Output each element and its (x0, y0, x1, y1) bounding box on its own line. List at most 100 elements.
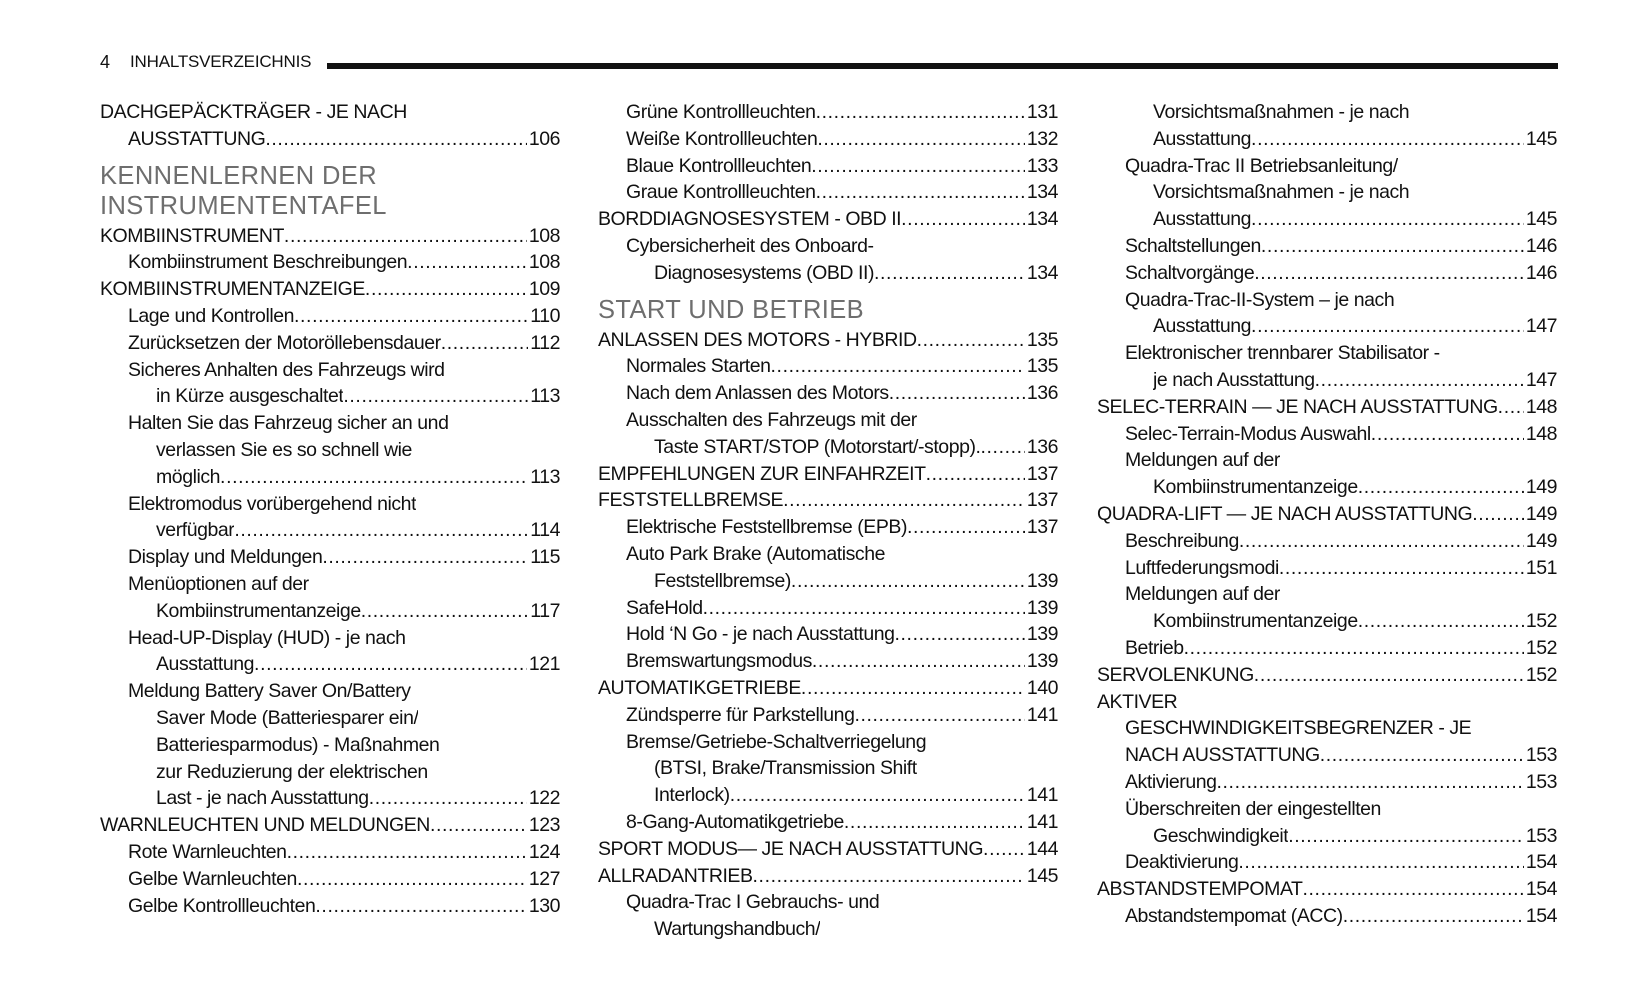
toc-entry[interactable]: Grüne Kontrollleuchten 131 (598, 99, 1058, 126)
toc-entry[interactable]: EMPFEHLUNGEN ZUR EINFAHRZEIT 137 (598, 461, 1058, 488)
toc-entry[interactable]: ABSTANDSTEMPOMAT 154 (1097, 876, 1557, 903)
entry-page-number[interactable]: 132 (1026, 127, 1059, 150)
toc-entry[interactable]: Geschwindigkeit 153 (1097, 823, 1557, 850)
entry-page-number[interactable]: 113 (530, 385, 560, 408)
entry-page-number[interactable]: 141 (1026, 810, 1059, 833)
toc-entry[interactable]: AUSSTATTUNG 106 (100, 126, 560, 153)
entry-page-number[interactable]: 121 (528, 653, 561, 676)
toc-entry[interactable]: Kombiinstrumentanzeige 149 (1097, 474, 1557, 501)
entry-page-number[interactable]: 108 (528, 251, 561, 274)
toc-entry[interactable]: Aktivierung 153 (1097, 769, 1557, 796)
entry-page-number[interactable]: 110 (530, 304, 560, 327)
entry-page-number[interactable]: 153 (1525, 770, 1558, 793)
toc-entry[interactable]: Ausstattung 145 (1097, 206, 1557, 233)
toc-entry[interactable]: KOMBIINSTRUMENTANZEIGE 109 (100, 276, 560, 303)
entry-page-number[interactable]: 154 (1525, 904, 1558, 927)
entry-page-number[interactable]: 146 (1525, 234, 1558, 257)
toc-entry[interactable]: AUTOMATIKGETRIEBE 140 (598, 675, 1058, 702)
toc-entry[interactable]: in Kürze ausgeschaltet 113 (100, 383, 560, 410)
entry-page-number[interactable]: 146 (1525, 261, 1558, 284)
entry-page-number[interactable]: 144 (1026, 837, 1059, 860)
toc-entry[interactable]: KOMBIINSTRUMENT 108 (100, 223, 560, 250)
toc-entry[interactable]: je nach Ausstattung 147 (1097, 367, 1557, 394)
toc-entry[interactable]: QUADRA-LIFT — JE NACH AUSSTATTUNG 149 (1097, 501, 1557, 528)
toc-entry[interactable]: SELEC-TERRAIN — JE NACH AUSSTATTUNG 148 (1097, 394, 1557, 421)
toc-entry[interactable]: SafeHold 139 (598, 595, 1058, 622)
entry-page-number[interactable]: 147 (1525, 315, 1558, 338)
entry-page-number[interactable]: 109 (528, 278, 561, 301)
entry-page-number[interactable]: 115 (530, 546, 560, 569)
entry-page-number[interactable]: 133 (1026, 154, 1059, 177)
entry-page-number[interactable]: 153 (1525, 744, 1558, 767)
toc-entry[interactable]: Luftfederungsmodi 151 (1097, 555, 1557, 582)
toc-entry[interactable]: Hold ‘N Go - je nach Ausstattung 139 (598, 621, 1058, 648)
toc-entry[interactable]: 8-Gang-Automatikgetriebe 141 (598, 809, 1058, 836)
entry-page-number[interactable]: 152 (1525, 636, 1558, 659)
entry-page-number[interactable]: 108 (528, 224, 561, 247)
toc-entry[interactable]: Gelbe Warnleuchten 127 (100, 866, 560, 893)
toc-entry[interactable]: Last - je nach Ausstattung 122 (100, 785, 560, 812)
entry-page-number[interactable]: 145 (1525, 208, 1558, 231)
toc-entry[interactable]: Zündsperre für Parkstellung 141 (598, 702, 1058, 729)
entry-page-number[interactable]: 139 (1026, 623, 1059, 646)
entry-page-number[interactable]: 147 (1525, 368, 1558, 391)
toc-entry[interactable]: SPORT MODUS— JE NACH AUSSTATTUNG 144 (598, 836, 1058, 863)
entry-page-number[interactable]: 131 (1026, 101, 1059, 123)
toc-entry[interactable]: Nach dem Anlassen des Motors 136 (598, 380, 1058, 407)
toc-entry[interactable]: Elektrische Feststellbremse (EPB) 137 (598, 514, 1058, 541)
toc-entry[interactable]: Feststellbremse) 139 (598, 568, 1058, 595)
entry-page-number[interactable]: 114 (530, 519, 560, 542)
toc-entry[interactable]: Abstandstempomat (ACC) 154 (1097, 903, 1557, 930)
toc-entry[interactable]: BORDDIAGNOSESYSTEM - OBD II 134 (598, 206, 1058, 233)
toc-entry[interactable]: WARNLEUCHTEN UND MELDUNGEN 123 (100, 812, 560, 839)
entry-page-number[interactable]: 152 (1525, 663, 1558, 686)
entry-page-number[interactable]: 135 (1026, 328, 1059, 351)
entry-page-number[interactable]: 149 (1525, 529, 1558, 552)
toc-entry[interactable]: Lage und Kontrollen 110 (100, 303, 560, 330)
toc-entry[interactable]: Weiße Kontrollleuchten 132 (598, 126, 1058, 153)
toc-entry[interactable]: Kombiinstrumentanzeige 152 (1097, 608, 1557, 635)
toc-entry[interactable]: Interlock) 141 (598, 782, 1058, 809)
entry-page-number[interactable]: 137 (1026, 462, 1059, 485)
entry-page-number[interactable]: 112 (530, 331, 560, 354)
entry-page-number[interactable]: 151 (1525, 556, 1558, 579)
toc-entry[interactable]: verfügbar 114 (100, 517, 560, 544)
entry-page-number[interactable]: 148 (1525, 395, 1558, 418)
toc-entry[interactable]: Kombiinstrumentanzeige 117 (100, 598, 560, 625)
entry-page-number[interactable]: 134 (1026, 208, 1059, 231)
toc-entry[interactable]: NACH AUSSTATTUNG 153 (1097, 742, 1557, 769)
toc-entry[interactable]: Bremswartungsmodus 139 (598, 648, 1058, 675)
toc-entry[interactable]: Beschreibung 149 (1097, 528, 1557, 555)
toc-entry[interactable]: Ausstattung 121 (100, 651, 560, 678)
entry-page-number[interactable]: 127 (528, 867, 561, 890)
entry-page-number[interactable]: 136 (1026, 435, 1059, 458)
toc-entry[interactable]: Selec-Terrain-Modus Auswahl 148 (1097, 421, 1557, 448)
entry-page-number[interactable]: 117 (530, 599, 560, 622)
entry-page-number[interactable]: 122 (528, 787, 561, 810)
entry-page-number[interactable]: 136 (1026, 382, 1059, 405)
entry-page-number[interactable]: 113 (530, 465, 560, 488)
toc-entry[interactable]: möglich 113 (100, 464, 560, 491)
entry-page-number[interactable]: 145 (1026, 864, 1059, 887)
toc-entry[interactable]: Kombiinstrument Beschreibungen 108 (100, 249, 560, 276)
toc-entry[interactable]: Normales Starten 135 (598, 353, 1058, 380)
entry-page-number[interactable]: 137 (1026, 489, 1059, 512)
entry-page-number[interactable]: 106 (528, 127, 561, 150)
toc-entry[interactable]: Graue Kontrollleuchten 134 (598, 179, 1058, 206)
toc-entry[interactable]: ALLRADANTRIEB 145 (598, 863, 1058, 890)
entry-page-number[interactable]: 153 (1525, 824, 1558, 847)
entry-page-number[interactable]: 130 (528, 894, 561, 917)
toc-entry[interactable]: Zurücksetzen der Motoröllebensdauer 112 (100, 330, 560, 357)
entry-page-number[interactable]: 152 (1525, 610, 1558, 633)
toc-entry[interactable]: Deaktivierung 154 (1097, 849, 1557, 876)
entry-page-number[interactable]: 137 (1026, 516, 1059, 539)
entry-page-number[interactable]: 134 (1026, 181, 1059, 204)
toc-entry[interactable]: Blaue Kontrollleuchten 133 (598, 153, 1058, 180)
entry-page-number[interactable]: 145 (1525, 127, 1558, 150)
toc-entry[interactable]: Taste START/STOP (Motorstart/-stopp). 136 (598, 434, 1058, 461)
entry-page-number[interactable]: 140 (1026, 676, 1059, 699)
toc-entry[interactable]: Schaltstellungen 146 (1097, 233, 1557, 260)
toc-entry[interactable]: SERVOLENKUNG 152 (1097, 662, 1557, 689)
entry-page-number[interactable]: 154 (1525, 878, 1558, 901)
entry-page-number[interactable]: 149 (1525, 502, 1558, 525)
